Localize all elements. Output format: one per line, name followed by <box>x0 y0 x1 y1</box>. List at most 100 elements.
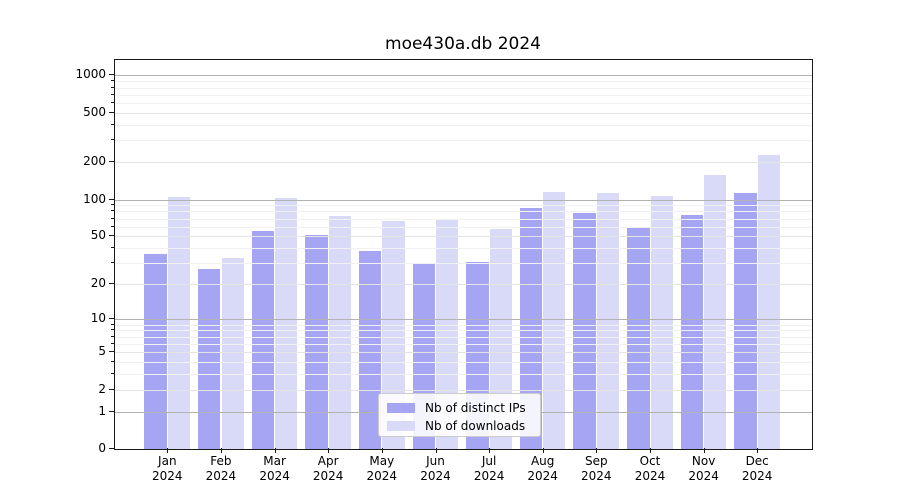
gridline-minor <box>115 211 812 213</box>
x-tick-label: Dec 2024 <box>729 454 785 484</box>
x-tick-label: Oct 2024 <box>622 454 678 484</box>
y-tick-label: 50 <box>90 228 106 243</box>
x-tick-month: Mar <box>263 454 286 468</box>
x-tick-label: Aug 2024 <box>515 454 571 484</box>
x-tick-label: Mar 2024 <box>247 454 303 484</box>
x-tick-label: Jul 2024 <box>461 454 517 484</box>
gridline <box>115 319 812 321</box>
bar-distinct-ips <box>680 214 704 449</box>
bar-downloads <box>275 198 298 449</box>
x-tick-month: Oct <box>639 454 661 468</box>
x-tick-month: Sep <box>584 454 608 468</box>
x-tick-month: Jun <box>426 454 445 468</box>
gridline <box>115 284 812 286</box>
y-tick-label: 200 <box>83 154 106 169</box>
y-tick-label: 20 <box>90 276 106 291</box>
plot-area <box>114 59 813 450</box>
gridline <box>115 162 812 164</box>
y-tick-label: 0 <box>98 441 106 455</box>
bar-distinct-ips <box>305 235 328 449</box>
bar-downloads <box>167 197 191 449</box>
x-tick-year: 2024 <box>688 469 719 483</box>
y-tick-label: 1000 <box>75 67 106 82</box>
gridline-minor <box>115 248 812 250</box>
legend-swatch-downloads <box>387 420 415 431</box>
bar-downloads <box>328 215 351 449</box>
legend: Nb of distinct IPs Nb of downloads <box>378 393 541 437</box>
x-tick-year: 2024 <box>741 469 773 483</box>
x-tick-label: Feb 2024 <box>193 454 249 484</box>
y-tick-label: 2 <box>98 381 106 396</box>
x-tick-month: Jul <box>481 454 497 468</box>
bar-distinct-ips <box>519 208 543 449</box>
bar-downloads <box>704 175 727 449</box>
y-tick-label: 1 <box>98 403 106 418</box>
gridline-minor <box>115 343 812 345</box>
gridline <box>115 352 812 354</box>
legend-item-downloads: Nb of downloads <box>387 417 532 434</box>
x-tick-month: Dec <box>745 454 769 468</box>
x-tick-year: 2024 <box>420 469 451 483</box>
x-tick-month: Feb <box>210 454 232 468</box>
x-tick-year: 2024 <box>527 469 558 483</box>
y-tick-label: 100 <box>83 191 106 206</box>
legend-item-distinct-ips: Nb of distinct IPs <box>387 399 532 416</box>
x-tick-label: Apr 2024 <box>300 454 356 484</box>
gridline <box>115 236 812 238</box>
bar-distinct-ips <box>197 268 221 449</box>
x-tick-year: 2024 <box>473 469 505 483</box>
x-tick-month: Apr <box>317 454 339 468</box>
bar-distinct-ips <box>144 253 167 449</box>
x-tick-label: Sep 2024 <box>568 454 624 484</box>
chart-title: moe430a.db 2024 <box>385 34 541 54</box>
x-tick-year: 2024 <box>581 469 612 483</box>
gridline-minor <box>115 124 812 126</box>
gridline-minor <box>115 205 812 207</box>
gridline-minor <box>115 374 812 375</box>
legend-label-downloads: Nb of downloads <box>425 418 526 433</box>
gridline-minor <box>115 87 812 89</box>
gridline-minor <box>115 81 812 83</box>
bar-distinct-ips <box>627 227 650 449</box>
y-tick-label: 500 <box>83 104 106 119</box>
gridline-minor <box>115 263 812 265</box>
bar-downloads <box>436 220 459 449</box>
bar-downloads <box>596 193 620 449</box>
bar-distinct-ips <box>251 231 275 449</box>
bar-downloads <box>382 220 405 449</box>
gridline-minor <box>115 336 812 338</box>
gridline <box>115 112 812 114</box>
bar-distinct-ips <box>358 250 382 449</box>
x-tick-label: Jun 2024 <box>408 454 464 484</box>
y-tick-label: 5 <box>98 344 106 359</box>
x-tick-year: 2024 <box>366 469 398 483</box>
legend-swatch-distinct-ips <box>387 402 415 413</box>
bar-downloads <box>543 192 566 449</box>
gridline <box>115 389 812 391</box>
x-tick-label: May 2024 <box>354 454 410 484</box>
x-tick-year: 2024 <box>312 469 344 483</box>
gridline-minor <box>115 140 812 142</box>
bar-downloads <box>221 258 244 449</box>
x-tick-year: 2024 <box>259 469 290 483</box>
gridline-minor <box>115 94 812 96</box>
legend-label-distinct-ips: Nb of distinct IPs <box>425 400 526 415</box>
x-tick-month: May <box>369 454 395 468</box>
gridline-minor <box>115 330 812 332</box>
x-tick-label: Nov 2024 <box>676 454 732 484</box>
x-tick-month: Nov <box>691 454 716 468</box>
x-tick-year: 2024 <box>634 469 666 483</box>
x-tick-month: Jan <box>158 454 177 468</box>
gridline-minor <box>115 362 812 363</box>
x-tick-month: Aug <box>530 454 555 468</box>
y-tick-label: 10 <box>90 311 106 326</box>
bar-downloads <box>757 154 780 449</box>
gridline-minor <box>115 218 812 220</box>
gridline-minor <box>115 226 812 228</box>
gridline-minor <box>115 103 812 104</box>
bar-distinct-ips <box>734 193 757 449</box>
x-tick-label: Jan 2024 <box>139 454 195 484</box>
gridline-minor <box>115 324 812 326</box>
bar-downloads <box>650 195 673 449</box>
